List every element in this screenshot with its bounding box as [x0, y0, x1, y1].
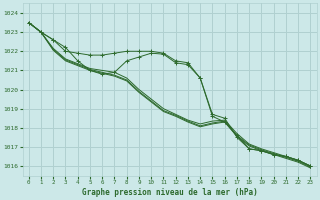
- X-axis label: Graphe pression niveau de la mer (hPa): Graphe pression niveau de la mer (hPa): [82, 188, 258, 197]
